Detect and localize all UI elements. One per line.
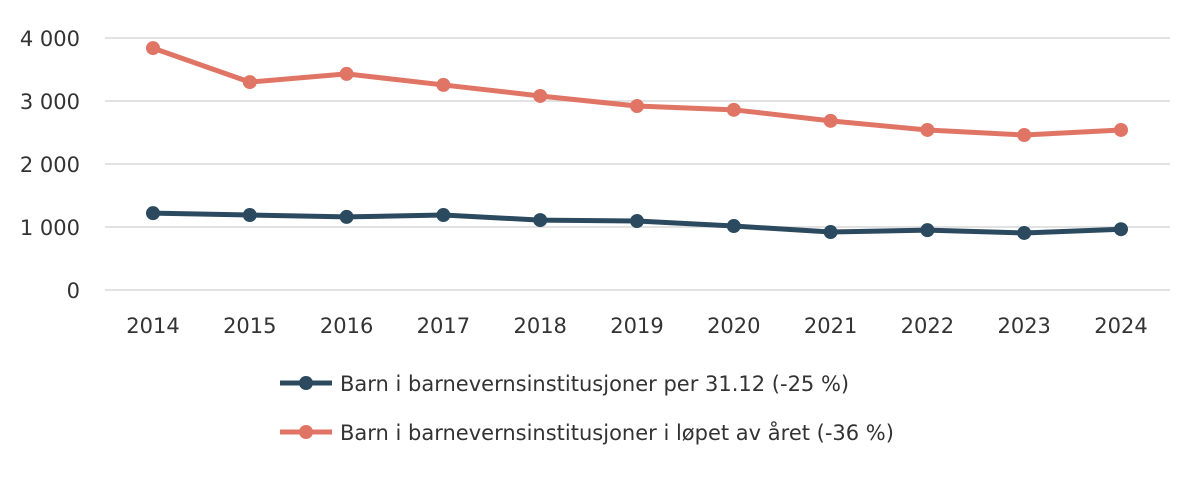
- y-tick-label: 0: [67, 279, 80, 303]
- data-point: [436, 208, 451, 223]
- legend-marker-icon: [299, 425, 313, 439]
- data-point: [1017, 225, 1032, 240]
- x-tick-label: 2020: [707, 314, 760, 338]
- data-point: [339, 66, 354, 81]
- y-tick-label: 3 000: [20, 90, 80, 114]
- x-tick-label: 2023: [997, 314, 1050, 338]
- legend: Barn i barnevernsinstitusjoner per 31.12…: [280, 372, 894, 445]
- series-1: [146, 41, 1128, 143]
- data-point: [533, 88, 548, 103]
- data-point: [630, 99, 644, 114]
- data-point: [1114, 122, 1128, 137]
- legend-marker-icon: [299, 376, 313, 390]
- x-tick-label: 2018: [513, 314, 566, 338]
- series-0: [146, 206, 1128, 240]
- x-tick-label: 2021: [804, 314, 857, 338]
- series-group: [146, 41, 1128, 240]
- data-point: [1114, 222, 1128, 237]
- x-tick-label: 2014: [126, 314, 179, 338]
- y-tick-label: 4 000: [20, 27, 80, 51]
- data-point: [630, 214, 644, 229]
- data-point: [726, 102, 741, 117]
- data-point: [920, 223, 935, 238]
- x-tick-label: 2017: [417, 314, 470, 338]
- data-point: [726, 219, 741, 234]
- legend-item-0: Barn i barnevernsinstitusjoner per 31.12…: [280, 372, 849, 396]
- x-tick-label: 2016: [320, 314, 373, 338]
- legend-label: Barn i barnevernsinstitusjoner i løpet a…: [340, 420, 894, 445]
- legend-label: Barn i barnevernsinstitusjoner per 31.12…: [340, 372, 849, 396]
- data-point: [823, 225, 838, 240]
- y-tick-label: 2 000: [20, 153, 80, 177]
- y-tick-label: 1 000: [20, 216, 80, 240]
- y-axis-ticks: 0 1 000 2 000 3 000 4 000: [20, 27, 80, 303]
- data-point: [146, 41, 160, 56]
- data-point: [1017, 128, 1032, 143]
- data-point: [339, 209, 354, 224]
- x-tick-label: 2015: [223, 314, 276, 338]
- series-line: [152, 45, 1122, 138]
- data-point: [823, 113, 838, 128]
- data-point: [920, 122, 935, 137]
- data-point: [242, 75, 257, 90]
- x-axis-ticks: 2014 2015 2016 2017 2018 2019 2020 2021 2022 2023…: [126, 314, 1147, 338]
- gridlines: [105, 37, 1170, 291]
- x-tick-label: 2024: [1094, 314, 1147, 338]
- legend-item-1: Barn i barnevernsinstitusjoner i løpet a…: [280, 420, 894, 445]
- data-point: [533, 213, 548, 228]
- x-tick-label: 2019: [610, 314, 663, 338]
- data-point: [436, 77, 451, 92]
- data-point: [146, 206, 160, 221]
- data-point: [242, 208, 257, 223]
- x-tick-label: 2022: [901, 314, 954, 338]
